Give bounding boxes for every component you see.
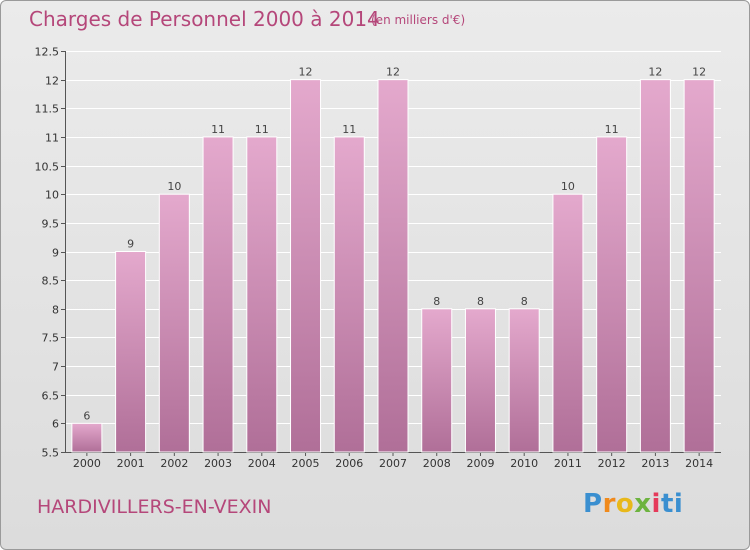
y-tick-label: 10	[45, 189, 59, 202]
bar-value-label: 11	[211, 123, 225, 136]
x-tick-label: 2004	[248, 457, 276, 470]
x-tick-label: 2012	[598, 457, 626, 470]
y-tick-label: 6.5	[42, 390, 60, 403]
y-tick-label: 11.5	[35, 103, 60, 116]
bar	[115, 251, 147, 453]
bar-value-label: 12	[386, 66, 400, 79]
y-tick-label: 9.5	[42, 218, 60, 231]
bar	[333, 136, 365, 453]
bar-value-label: 11	[255, 123, 269, 136]
y-tick-label: 8.5	[42, 275, 60, 288]
proxiti-logo: Proxiti	[583, 489, 683, 519]
bar	[202, 136, 234, 453]
y-tick-label: 8	[52, 304, 59, 317]
bars	[71, 79, 715, 453]
x-tick-label: 2013	[641, 457, 669, 470]
x-tick-label: 2010	[510, 457, 538, 470]
bar-value-label: 8	[521, 295, 528, 308]
x-tick-label: 2008	[423, 457, 451, 470]
bar	[639, 79, 671, 453]
y-tick-label: 10.5	[35, 161, 60, 174]
bar	[377, 79, 409, 453]
bar	[290, 79, 322, 453]
bar-value-label: 10	[561, 180, 575, 193]
bar	[596, 136, 628, 453]
x-tick-label: 2002	[160, 457, 188, 470]
bar-value-label: 12	[648, 66, 662, 79]
bar-value-label: 9	[127, 238, 134, 251]
logo-letter: i	[651, 489, 661, 519]
y-tick-label: 12	[45, 75, 59, 88]
bar	[464, 308, 496, 453]
bar-value-label: 10	[167, 180, 181, 193]
bar	[246, 136, 278, 453]
bar-value-label: 8	[433, 295, 440, 308]
commune-name: HARDIVILLERS-EN-VEXIN	[37, 496, 272, 518]
bar-value-label: 11	[605, 123, 619, 136]
logo-letter: r	[602, 489, 616, 519]
chart-title: Charges de Personnel 2000 à 2014	[29, 7, 380, 31]
x-tick-label: 2014	[685, 457, 713, 470]
y-tick-label: 9	[52, 247, 59, 260]
bar-value-label: 6	[83, 409, 90, 422]
bar	[552, 193, 584, 453]
logo-letter: ti	[660, 489, 684, 519]
x-tick-label: 2003	[204, 457, 232, 470]
y-tick-label: 11	[45, 132, 59, 145]
x-tick-label: 2006	[335, 457, 363, 470]
y-tick-label: 5.5	[42, 447, 60, 460]
bar-value-label: 11	[342, 123, 356, 136]
y-tick-label: 12.5	[35, 46, 60, 59]
bar	[421, 308, 453, 453]
x-tick-label: 2005	[292, 457, 320, 470]
x-tick-label: 2001	[117, 457, 145, 470]
logo-letter: P	[583, 489, 603, 519]
y-tick-label: 7	[52, 361, 59, 374]
x-tick-label: 2009	[466, 457, 494, 470]
bar-value-label: 8	[477, 295, 484, 308]
bar	[71, 422, 103, 453]
chart-subtitle: (en milliers d'€)	[371, 13, 466, 27]
labels: 5.5 6 6.5 7 7.5 8 8.5 9 9.5 10 10.5 11 11.5 12 12.5 6 20…	[35, 46, 714, 471]
x-tick-label: 2007	[379, 457, 407, 470]
bar	[508, 308, 540, 453]
bar-value-label: 12	[692, 66, 706, 79]
y-tick-label: 6	[52, 418, 59, 431]
bar-value-label: 12	[299, 66, 313, 79]
bar	[158, 193, 190, 453]
x-tick-label: 2000	[73, 457, 101, 470]
y-tick-label: 7.5	[42, 332, 60, 345]
x-tick-label: 2011	[554, 457, 582, 470]
logo-letter: o	[615, 489, 635, 519]
logo-letter: x	[634, 489, 652, 519]
bar	[683, 79, 715, 453]
